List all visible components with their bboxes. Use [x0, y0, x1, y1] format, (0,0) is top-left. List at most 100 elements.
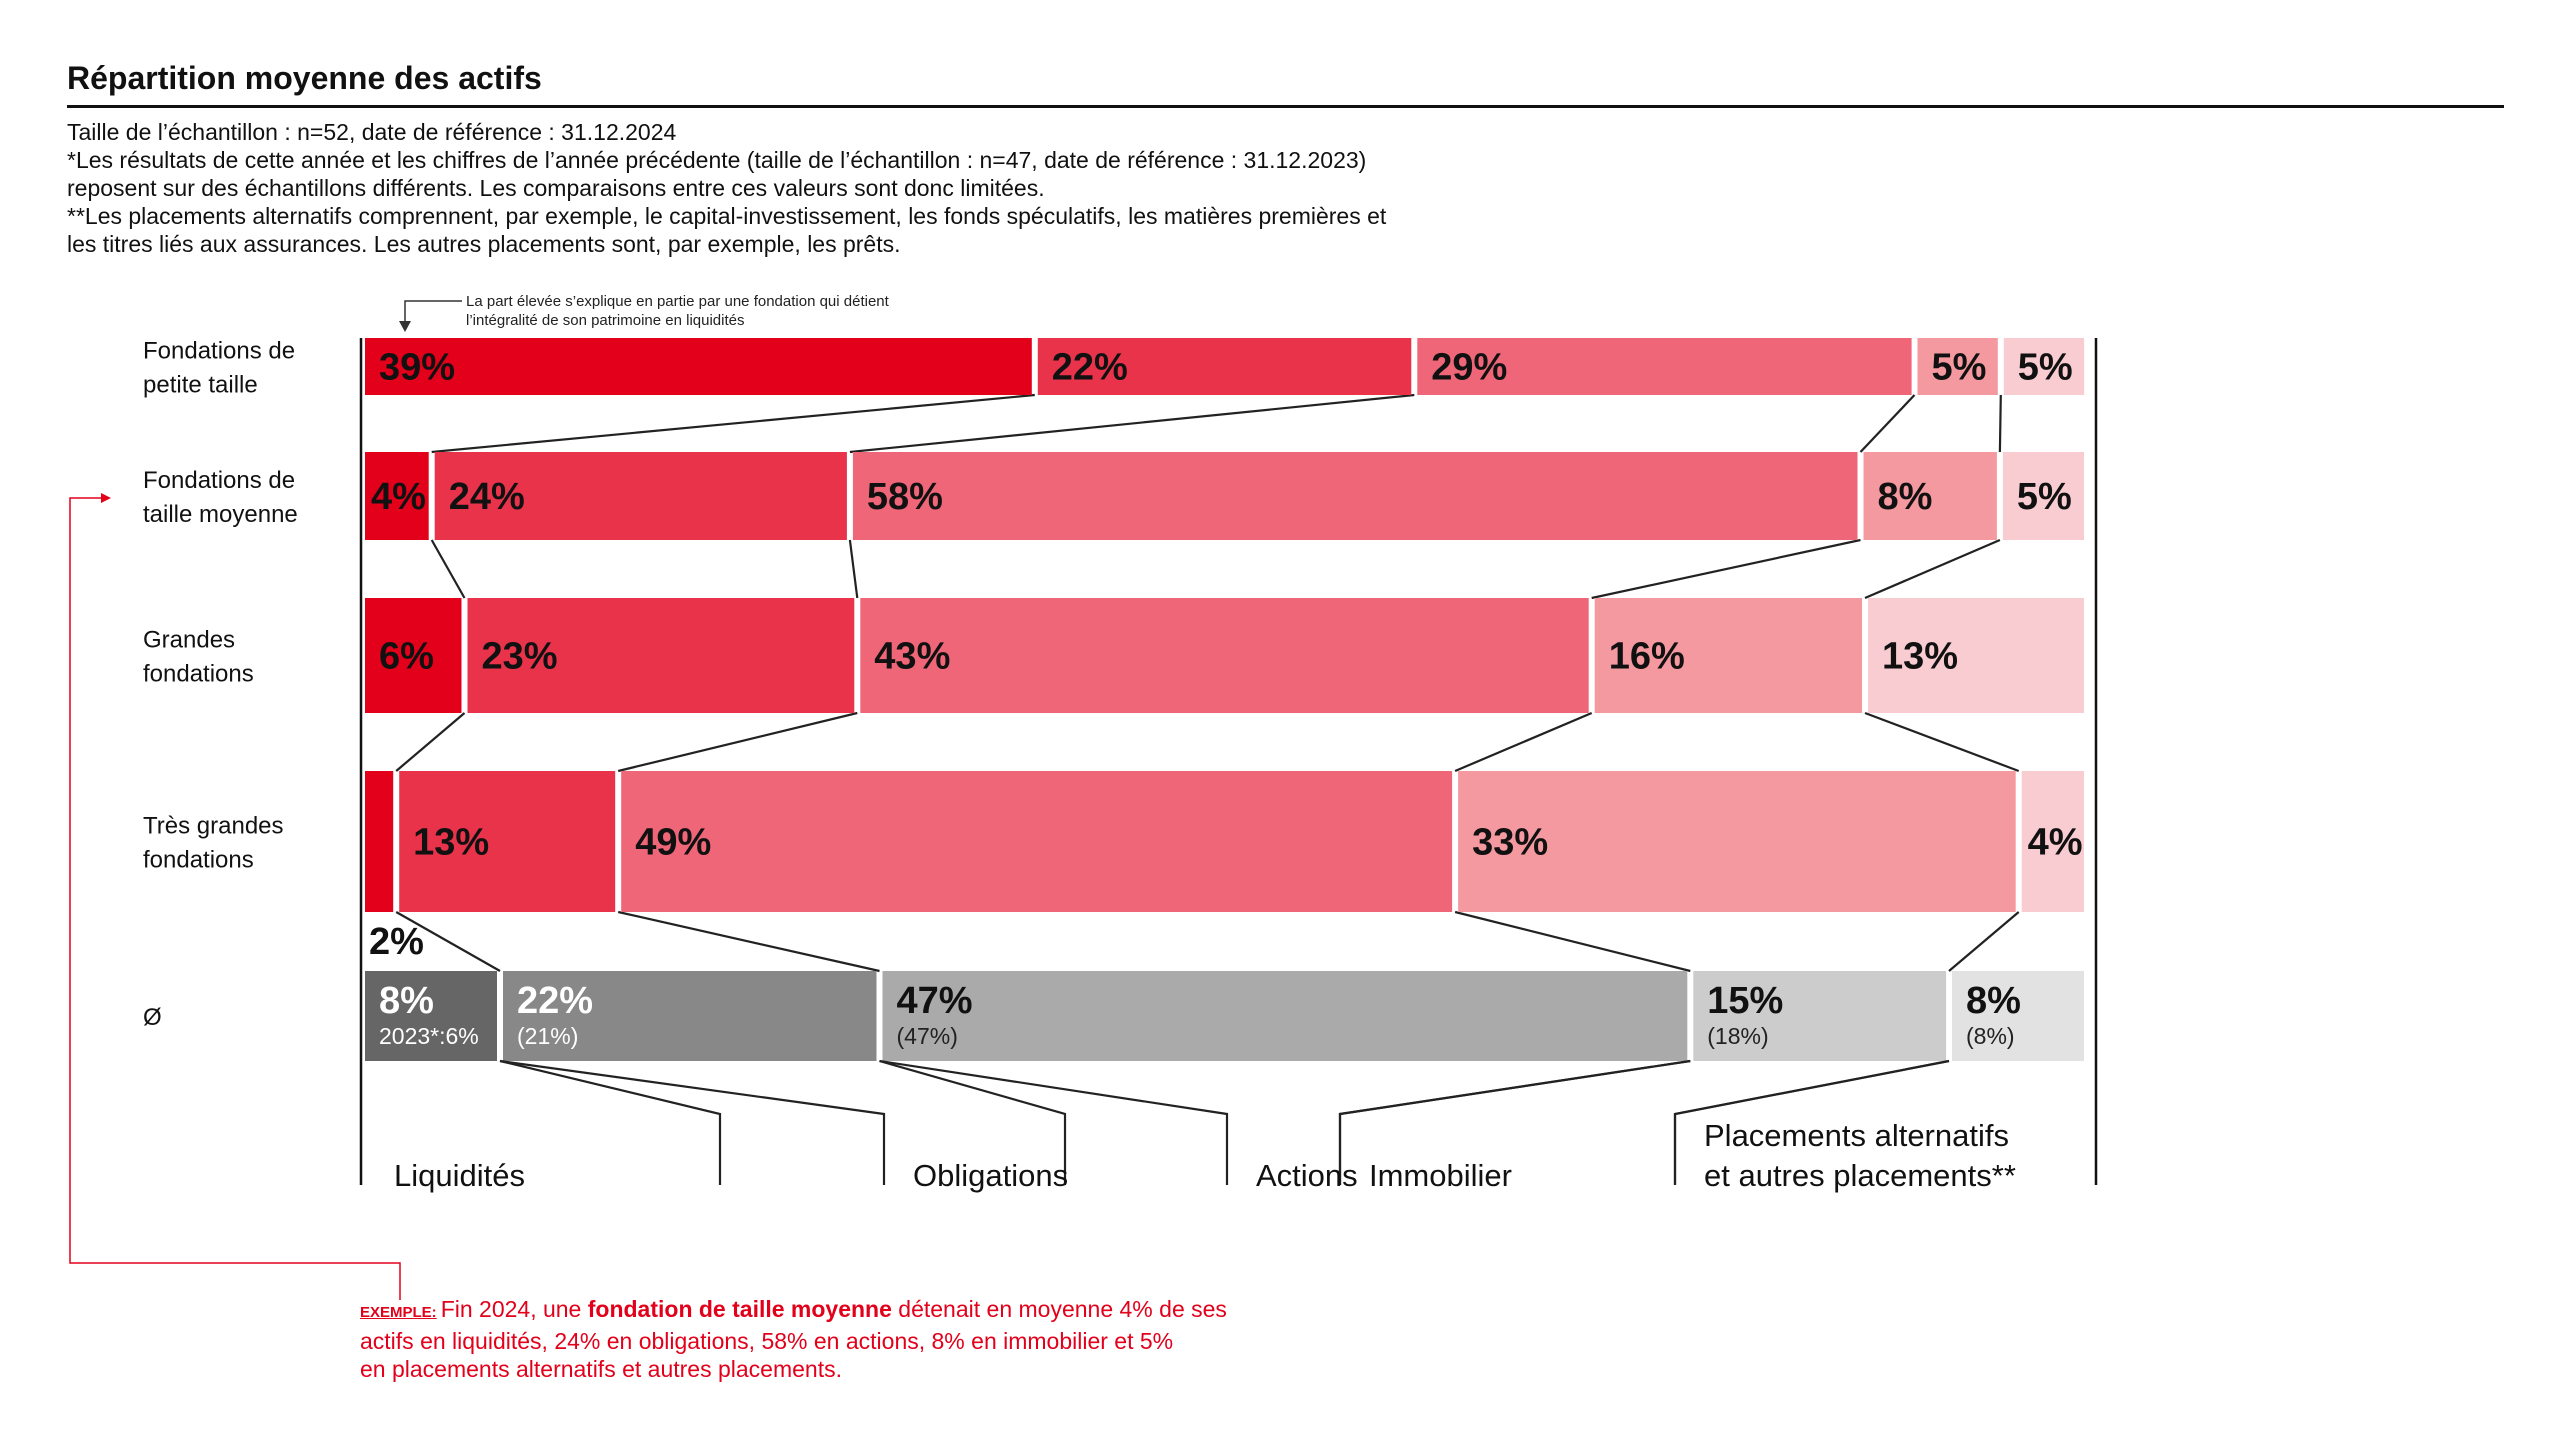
connector-line: [1591, 538, 1861, 600]
annotation-text: La part élevée s’explique en partie par …: [466, 293, 890, 310]
example-tag: EXEMPLE:: [360, 1304, 437, 1321]
row-label: taille moyenne: [143, 501, 298, 528]
data-label: 8%: [379, 980, 434, 1022]
example-line: EXEMPLE: Fin 2024, une fondation de taill…: [360, 1295, 1227, 1327]
bar-segment: [1417, 338, 1912, 395]
bar-segment: [2002, 452, 2084, 540]
example-line: actifs en liquidités, 24% en obligations…: [360, 1328, 1174, 1354]
connector-line: [1864, 711, 2020, 773]
data-label: 47%: [897, 980, 973, 1022]
bar-segment: [399, 771, 616, 912]
connector-line: [617, 711, 858, 773]
previous-year-label: (18%): [1707, 1023, 1768, 1049]
annotation: La part élevée s’explique en partie par …: [399, 293, 890, 332]
note-line: *Les résultats de cette année et les chi…: [67, 147, 1367, 173]
bar-segment: [365, 771, 394, 912]
page-title: Répartition moyenne des actifs: [67, 60, 542, 96]
data-label: 5%: [2018, 347, 2073, 389]
connector-line: [1454, 910, 1691, 973]
bars: 39% 22% 29% 5% 5% 4% 24% 58% 8% 5% 6% 23% 43% 16% 13% 2…: [365, 338, 2085, 1061]
example-box: EXEMPLE: Fin 2024, une fondation de taill…: [360, 1295, 1227, 1383]
data-label: 4%: [2028, 822, 2083, 864]
data-label: 24%: [449, 476, 525, 518]
bar-segment: [365, 338, 1032, 395]
row-labels: Fondations de petite taille Fondations de t…: [143, 338, 298, 1032]
data-label: 15%: [1707, 980, 1783, 1022]
average-bar-segment: [1952, 971, 2084, 1061]
category-bracket: [1673, 1059, 1950, 1185]
bar-segment: [1458, 771, 2016, 912]
chart-notes: Taille de l’échantillon : n=52, date de …: [67, 118, 1386, 258]
connector-line: [430, 539, 466, 599]
category-label: Obligations: [913, 1158, 1068, 1193]
annotation-arrowhead: [399, 321, 411, 332]
bar-segment: [852, 452, 1858, 540]
category-label: et autres placements**: [1704, 1158, 2016, 1193]
annotation-leader: [404, 300, 462, 327]
connector-line: [1998, 394, 2002, 453]
average-bar-segment: [1693, 971, 1947, 1061]
note-line: les titres liés aux assurances. Les autr…: [67, 231, 901, 257]
connector-line: [1859, 394, 1916, 453]
bar-segment: [434, 452, 847, 540]
data-label: 33%: [1472, 822, 1548, 864]
bar-segment: [365, 452, 429, 540]
bar-segment: [467, 598, 855, 713]
connector-line: [395, 911, 501, 972]
annotation-text: l’intégralité de son patrimoine en liqui…: [466, 312, 745, 329]
bar-segment: [1868, 598, 2084, 713]
bar-segment: [621, 771, 1453, 912]
category-bracket: [499, 1059, 886, 1185]
example-text: détenait en moyenne 4% de ses: [891, 1296, 1227, 1322]
data-label: 22%: [517, 980, 593, 1022]
row-label: Fondations de: [143, 467, 295, 494]
data-label: 8%: [1877, 476, 1932, 518]
example-pointer-arrowhead: [101, 493, 111, 503]
row-label: Très grandes: [143, 813, 284, 840]
bar-segment: [365, 598, 462, 713]
data-label: 39%: [379, 347, 455, 389]
previous-year-label: (8%): [1966, 1023, 2015, 1049]
bar-segment: [2021, 771, 2084, 912]
data-label: 49%: [635, 822, 711, 864]
connector-lines: [395, 393, 2020, 973]
example-highlight: fondation de taille moyenne: [587, 1296, 892, 1322]
average-bar-segment: [503, 971, 877, 1061]
average-bar-segment: [882, 971, 1688, 1061]
connector-line: [849, 393, 1415, 454]
data-label: 5%: [1932, 347, 1987, 389]
connector-line: [617, 910, 880, 973]
example-line: en placements alternatifs et autres plac…: [360, 1356, 842, 1382]
connector-line: [1864, 538, 2001, 600]
example-text: Fin 2024, une: [440, 1296, 588, 1322]
connector-line: [431, 393, 1035, 454]
title-divider: [67, 105, 2504, 108]
data-label: 29%: [1431, 347, 1507, 389]
row-label: petite taille: [143, 372, 258, 399]
example-pointer-line: [69, 497, 401, 1300]
bar-segment: [1917, 338, 1998, 395]
data-label: 8%: [1966, 980, 2021, 1022]
note-line: Taille de l’échantillon : n=52, date de …: [67, 119, 677, 145]
data-label: 6%: [379, 636, 434, 678]
row-label: Grandes: [143, 627, 235, 654]
category-label: Actions: [1256, 1158, 1358, 1193]
bar-segment: [2003, 338, 2085, 395]
bar-segment: [1863, 452, 1997, 540]
data-label: 4%: [371, 476, 426, 518]
data-label: 23%: [481, 636, 557, 678]
data-label: 13%: [413, 822, 489, 864]
category-label: Liquidités: [394, 1158, 525, 1193]
category-label: Placements alternatifs: [1704, 1118, 2009, 1153]
category-bracket: [879, 1059, 1067, 1185]
data-label: 16%: [1609, 636, 1685, 678]
connector-line: [1454, 711, 1593, 773]
category-bracket: [1338, 1059, 1691, 1185]
row-label: Fondations de: [143, 338, 295, 365]
category-label: Immobilier: [1369, 1158, 1512, 1193]
data-label: 43%: [874, 636, 950, 678]
data-label: 22%: [1052, 347, 1128, 389]
data-label: 58%: [867, 476, 943, 518]
bar-segment: [860, 598, 1589, 713]
connector-line: [395, 712, 466, 772]
